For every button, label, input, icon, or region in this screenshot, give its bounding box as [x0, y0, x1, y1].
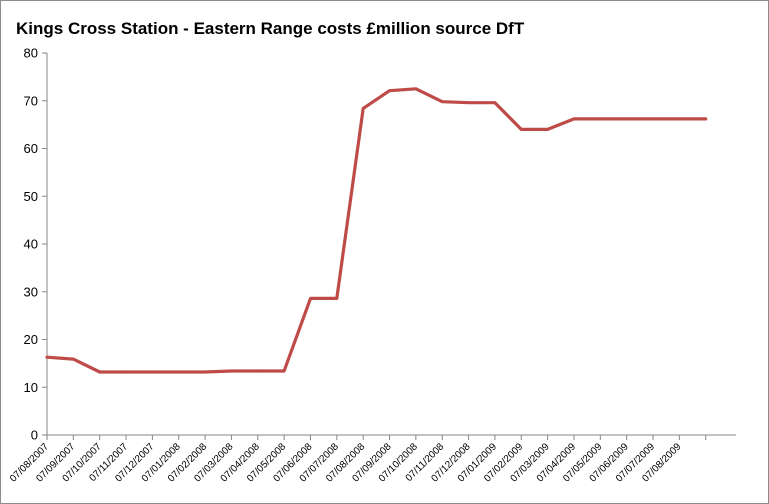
y-tick-label: 10 — [24, 380, 38, 395]
data-point — [230, 370, 232, 372]
data-point — [520, 128, 522, 130]
data-point — [415, 88, 417, 90]
chart-title: Kings Cross Station - Eastern Range cost… — [16, 19, 525, 38]
data-point — [46, 356, 48, 358]
x-axis: 07/08/200707/09/200707/10/200707/11/2007… — [8, 434, 736, 485]
y-tick-label: 0 — [31, 428, 38, 443]
y-tick-label: 20 — [24, 332, 38, 347]
data-point — [178, 371, 180, 373]
data-point — [468, 102, 470, 104]
data-point — [441, 101, 443, 103]
y-tick-label: 80 — [24, 46, 38, 61]
data-point — [705, 118, 707, 120]
data-point — [125, 371, 127, 373]
data-point — [626, 118, 628, 120]
series-line-0 — [45, 87, 708, 374]
data-point — [72, 358, 74, 360]
data-point — [362, 107, 364, 109]
data-point — [336, 297, 338, 299]
y-tick-label: 70 — [24, 93, 38, 108]
data-point — [257, 370, 259, 372]
data-point — [652, 118, 654, 120]
series-layer — [45, 87, 708, 374]
data-point — [309, 297, 312, 299]
data-point — [573, 118, 575, 120]
data-point — [388, 90, 391, 92]
data-point — [547, 128, 549, 130]
y-tick-label: 60 — [24, 141, 38, 156]
data-point — [599, 118, 601, 120]
data-point — [99, 371, 101, 373]
data-point — [204, 371, 206, 373]
data-point — [494, 102, 496, 104]
y-tick-label: 30 — [24, 284, 38, 299]
y-tick-label: 50 — [24, 189, 38, 204]
data-point — [151, 371, 153, 373]
y-tick-label: 40 — [24, 237, 38, 252]
data-point — [678, 118, 681, 120]
data-point — [283, 370, 285, 372]
y-axis: 0 10 20 30 40 50 60 70 80 — [24, 46, 48, 443]
